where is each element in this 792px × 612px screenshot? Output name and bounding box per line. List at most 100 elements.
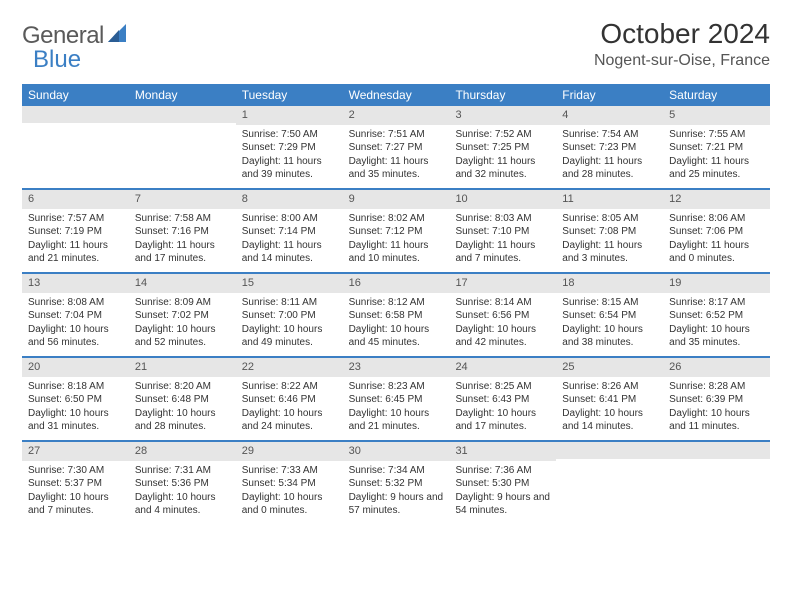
sunset-text: Sunset: 5:36 PM <box>135 477 230 491</box>
day-details: Sunrise: 7:54 AMSunset: 7:23 PMDaylight:… <box>556 125 663 188</box>
sunrise-text: Sunrise: 8:22 AM <box>242 380 337 394</box>
day-cell: 15Sunrise: 8:11 AMSunset: 7:00 PMDayligh… <box>236 274 343 356</box>
daylight-text: Daylight: 10 hours and 28 minutes. <box>135 407 230 434</box>
sunset-text: Sunset: 7:23 PM <box>562 141 657 155</box>
day-cell: 3Sunrise: 7:52 AMSunset: 7:25 PMDaylight… <box>449 106 556 188</box>
empty-cell <box>129 106 236 188</box>
daylight-text: Daylight: 10 hours and 45 minutes. <box>349 323 444 350</box>
day-cell: 4Sunrise: 7:54 AMSunset: 7:23 PMDaylight… <box>556 106 663 188</box>
day-cell: 31Sunrise: 7:36 AMSunset: 5:30 PMDayligh… <box>449 442 556 524</box>
daylight-text: Daylight: 10 hours and 31 minutes. <box>28 407 123 434</box>
weekday-label: Monday <box>129 84 236 106</box>
day-details: Sunrise: 7:31 AMSunset: 5:36 PMDaylight:… <box>129 461 236 524</box>
day-number <box>129 106 236 123</box>
day-number: 23 <box>343 358 450 377</box>
day-cell: 29Sunrise: 7:33 AMSunset: 5:34 PMDayligh… <box>236 442 343 524</box>
day-cell: 26Sunrise: 8:28 AMSunset: 6:39 PMDayligh… <box>663 358 770 440</box>
sunrise-text: Sunrise: 8:23 AM <box>349 380 444 394</box>
day-number: 16 <box>343 274 450 293</box>
day-number: 12 <box>663 190 770 209</box>
sunrise-text: Sunrise: 8:09 AM <box>135 296 230 310</box>
day-cell: 30Sunrise: 7:34 AMSunset: 5:32 PMDayligh… <box>343 442 450 524</box>
daylight-text: Daylight: 10 hours and 4 minutes. <box>135 491 230 518</box>
sunrise-text: Sunrise: 8:08 AM <box>28 296 123 310</box>
daylight-text: Daylight: 11 hours and 17 minutes. <box>135 239 230 266</box>
daylight-text: Daylight: 11 hours and 0 minutes. <box>669 239 764 266</box>
sunrise-text: Sunrise: 8:26 AM <box>562 380 657 394</box>
day-number: 30 <box>343 442 450 461</box>
weekday-label: Wednesday <box>343 84 450 106</box>
sunrise-text: Sunrise: 7:54 AM <box>562 128 657 142</box>
day-details: Sunrise: 7:34 AMSunset: 5:32 PMDaylight:… <box>343 461 450 524</box>
sunrise-text: Sunrise: 7:51 AM <box>349 128 444 142</box>
day-number: 4 <box>556 106 663 125</box>
day-cell: 22Sunrise: 8:22 AMSunset: 6:46 PMDayligh… <box>236 358 343 440</box>
day-cell: 17Sunrise: 8:14 AMSunset: 6:56 PMDayligh… <box>449 274 556 356</box>
weekday-label: Friday <box>556 84 663 106</box>
day-details: Sunrise: 8:28 AMSunset: 6:39 PMDaylight:… <box>663 377 770 440</box>
day-number: 8 <box>236 190 343 209</box>
day-details: Sunrise: 8:23 AMSunset: 6:45 PMDaylight:… <box>343 377 450 440</box>
calendar-grid: 1Sunrise: 7:50 AMSunset: 7:29 PMDaylight… <box>22 106 770 524</box>
week-row: 1Sunrise: 7:50 AMSunset: 7:29 PMDaylight… <box>22 106 770 188</box>
sunset-text: Sunset: 7:25 PM <box>455 141 550 155</box>
sunset-text: Sunset: 6:43 PM <box>455 393 550 407</box>
day-number: 26 <box>663 358 770 377</box>
day-details: Sunrise: 8:02 AMSunset: 7:12 PMDaylight:… <box>343 209 450 272</box>
sunrise-text: Sunrise: 8:12 AM <box>349 296 444 310</box>
daylight-text: Daylight: 11 hours and 39 minutes. <box>242 155 337 182</box>
daylight-text: Daylight: 10 hours and 52 minutes. <box>135 323 230 350</box>
sunrise-text: Sunrise: 7:50 AM <box>242 128 337 142</box>
day-cell: 7Sunrise: 7:58 AMSunset: 7:16 PMDaylight… <box>129 190 236 272</box>
day-number: 14 <box>129 274 236 293</box>
day-number: 11 <box>556 190 663 209</box>
sunrise-text: Sunrise: 7:57 AM <box>28 212 123 226</box>
sunrise-text: Sunrise: 8:18 AM <box>28 380 123 394</box>
daylight-text: Daylight: 11 hours and 7 minutes. <box>455 239 550 266</box>
day-number: 17 <box>449 274 556 293</box>
sunset-text: Sunset: 7:21 PM <box>669 141 764 155</box>
sunset-text: Sunset: 6:39 PM <box>669 393 764 407</box>
logo-text-2: Blue <box>33 46 81 74</box>
sunset-text: Sunset: 6:56 PM <box>455 309 550 323</box>
day-details: Sunrise: 8:26 AMSunset: 6:41 PMDaylight:… <box>556 377 663 440</box>
day-cell: 9Sunrise: 8:02 AMSunset: 7:12 PMDaylight… <box>343 190 450 272</box>
daylight-text: Daylight: 11 hours and 25 minutes. <box>669 155 764 182</box>
sunrise-text: Sunrise: 8:06 AM <box>669 212 764 226</box>
day-cell: 20Sunrise: 8:18 AMSunset: 6:50 PMDayligh… <box>22 358 129 440</box>
day-cell: 25Sunrise: 8:26 AMSunset: 6:41 PMDayligh… <box>556 358 663 440</box>
header: General October 2024 Nogent-sur-Oise, Fr… <box>22 18 770 70</box>
day-number: 29 <box>236 442 343 461</box>
sunrise-text: Sunrise: 8:20 AM <box>135 380 230 394</box>
day-cell: 2Sunrise: 7:51 AMSunset: 7:27 PMDaylight… <box>343 106 450 188</box>
day-number: 28 <box>129 442 236 461</box>
day-number: 5 <box>663 106 770 125</box>
week-row: 6Sunrise: 7:57 AMSunset: 7:19 PMDaylight… <box>22 188 770 272</box>
sunrise-text: Sunrise: 8:03 AM <box>455 212 550 226</box>
day-number <box>663 442 770 459</box>
sunset-text: Sunset: 6:54 PM <box>562 309 657 323</box>
day-details: Sunrise: 7:55 AMSunset: 7:21 PMDaylight:… <box>663 125 770 188</box>
daylight-text: Daylight: 10 hours and 7 minutes. <box>28 491 123 518</box>
day-details: Sunrise: 8:06 AMSunset: 7:06 PMDaylight:… <box>663 209 770 272</box>
week-row: 27Sunrise: 7:30 AMSunset: 5:37 PMDayligh… <box>22 440 770 524</box>
daylight-text: Daylight: 10 hours and 38 minutes. <box>562 323 657 350</box>
day-cell: 23Sunrise: 8:23 AMSunset: 6:45 PMDayligh… <box>343 358 450 440</box>
sunrise-text: Sunrise: 7:30 AM <box>28 464 123 478</box>
sunrise-text: Sunrise: 8:28 AM <box>669 380 764 394</box>
day-number: 2 <box>343 106 450 125</box>
sunset-text: Sunset: 7:00 PM <box>242 309 337 323</box>
day-cell: 14Sunrise: 8:09 AMSunset: 7:02 PMDayligh… <box>129 274 236 356</box>
daylight-text: Daylight: 10 hours and 49 minutes. <box>242 323 337 350</box>
day-number: 3 <box>449 106 556 125</box>
sunset-text: Sunset: 7:10 PM <box>455 225 550 239</box>
day-details: Sunrise: 8:11 AMSunset: 7:00 PMDaylight:… <box>236 293 343 356</box>
location: Nogent-sur-Oise, France <box>594 52 770 70</box>
day-details: Sunrise: 7:50 AMSunset: 7:29 PMDaylight:… <box>236 125 343 188</box>
day-details: Sunrise: 8:15 AMSunset: 6:54 PMDaylight:… <box>556 293 663 356</box>
sunrise-text: Sunrise: 7:36 AM <box>455 464 550 478</box>
sunset-text: Sunset: 7:29 PM <box>242 141 337 155</box>
empty-cell <box>22 106 129 188</box>
title-block: October 2024 Nogent-sur-Oise, France <box>594 18 770 70</box>
day-details: Sunrise: 7:57 AMSunset: 7:19 PMDaylight:… <box>22 209 129 272</box>
